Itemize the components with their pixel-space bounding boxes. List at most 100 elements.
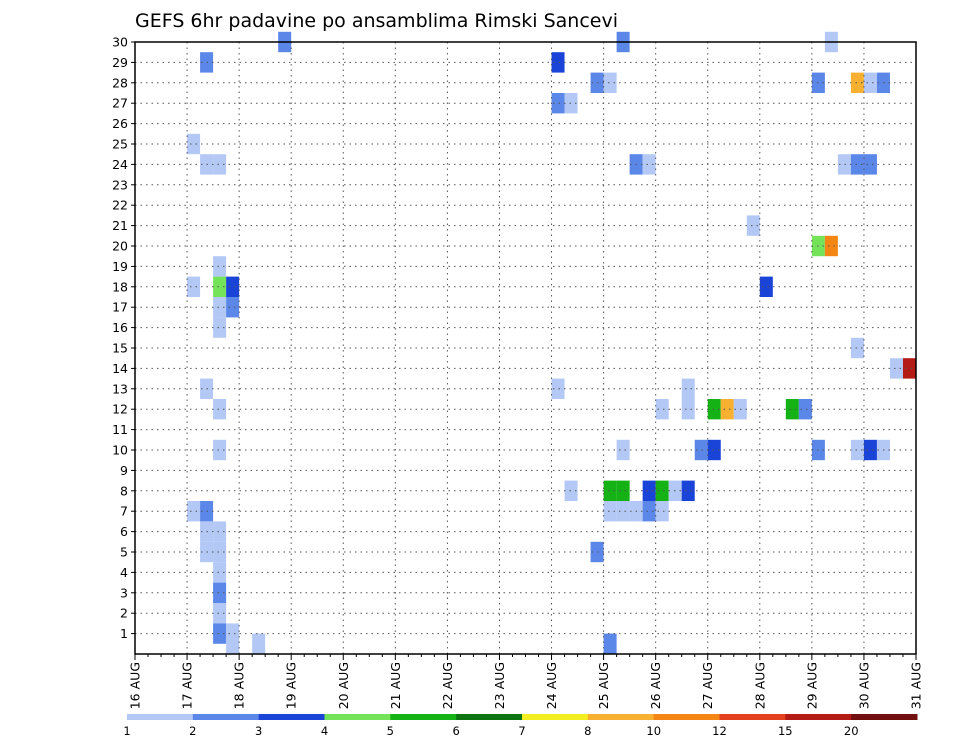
y-axis: 1234567891011121314151617181920212223242… xyxy=(112,35,135,641)
heatmap-cell xyxy=(694,439,708,461)
y-tick-label: 14 xyxy=(112,361,128,376)
heatmap-cell xyxy=(681,480,695,501)
heatmap-cell xyxy=(564,480,578,501)
x-tick-label: 28 AUG xyxy=(752,662,767,709)
heatmap-cell xyxy=(889,358,903,379)
heatmap-cell xyxy=(213,439,227,461)
colorbar-label: 2 xyxy=(189,724,196,738)
heatmap-cell xyxy=(850,154,864,175)
heatmap-cell xyxy=(226,276,240,297)
heatmap-cell xyxy=(603,480,617,501)
heatmap-cell xyxy=(213,297,227,318)
y-tick-label: 8 xyxy=(120,483,128,498)
heatmap-cell xyxy=(213,541,227,563)
colorbar-swatch xyxy=(719,714,786,720)
x-tick-label: 17 AUG xyxy=(180,662,195,709)
heatmap-cell xyxy=(720,399,734,420)
y-tick-label: 5 xyxy=(120,545,128,560)
heatmap-cell xyxy=(213,399,227,420)
y-tick-label: 28 xyxy=(112,75,128,90)
heatmap-cell xyxy=(642,501,656,522)
y-tick-label: 22 xyxy=(112,198,128,213)
colorbar-swatch xyxy=(522,714,589,720)
x-axis: 16 AUG 17 AUG 18 AUG 19 AUG 20 AUG 21 AUG 22 A… xyxy=(128,654,924,709)
heatmap-cell xyxy=(785,399,799,420)
colorbar-label: 7 xyxy=(518,724,525,738)
heatmap-cell xyxy=(759,276,773,297)
heatmap-cell xyxy=(850,337,864,359)
y-tick-label: 24 xyxy=(112,157,128,172)
y-tick-label: 1 xyxy=(120,626,128,641)
heatmap-cell xyxy=(213,276,227,297)
y-tick-label: 7 xyxy=(120,504,128,519)
x-tick-label: 18 AUG xyxy=(232,662,247,709)
heatmap-cell xyxy=(603,72,617,93)
y-tick-label: 12 xyxy=(112,402,128,417)
y-tick-label: 16 xyxy=(112,320,128,335)
y-tick-label: 2 xyxy=(120,606,128,621)
y-tick-label: 4 xyxy=(120,565,128,580)
colorbar-label: 6 xyxy=(453,724,460,738)
x-tick-label: 29 AUG xyxy=(804,662,819,709)
x-tick-label: 31 AUG xyxy=(909,662,924,709)
x-tick-label: 21 AUG xyxy=(388,662,403,709)
heatmap-cell xyxy=(616,480,630,501)
y-tick-label: 18 xyxy=(112,279,128,294)
x-tick-label: 16 AUG xyxy=(128,662,143,709)
heatmap-cell xyxy=(837,154,851,175)
colorbar-label: 3 xyxy=(255,724,262,738)
heatmap-cell xyxy=(551,52,565,73)
colorbar-swatch xyxy=(390,714,457,720)
colorbar-swatch xyxy=(324,714,391,720)
y-tick-label: 21 xyxy=(112,218,128,233)
x-tick-label: 30 AUG xyxy=(856,662,871,709)
y-tick-label: 11 xyxy=(112,422,128,437)
heatmap-cell xyxy=(798,399,812,420)
x-tick-label: 22 AUG xyxy=(440,662,455,709)
colorbar-label: 20 xyxy=(844,724,859,738)
heatmap-cell xyxy=(707,439,721,461)
y-tick-label: 17 xyxy=(112,300,128,315)
colorbar-label: 10 xyxy=(646,724,661,738)
heatmap-cell xyxy=(187,133,201,155)
heatmap-cell xyxy=(252,633,266,654)
heatmap-cell xyxy=(603,501,617,522)
heatmap-cell xyxy=(551,378,565,399)
colorbar-label: 4 xyxy=(321,724,328,738)
heatmap-cell xyxy=(213,623,227,644)
heatmap-cell xyxy=(863,439,877,461)
y-tick-label: 9 xyxy=(120,463,128,478)
y-tick-label: 25 xyxy=(112,137,128,152)
y-tick-label: 13 xyxy=(112,381,128,396)
heatmap-cell xyxy=(564,93,578,114)
colorbar: 1 2 3 4 5 6 7 8 10 12 15 20 xyxy=(123,714,918,738)
heatmap-cell xyxy=(213,317,227,338)
heatmap-cell xyxy=(213,256,227,277)
y-tick-label: 30 xyxy=(112,35,128,50)
heatmap-cell xyxy=(616,501,630,522)
heatmap-cell xyxy=(863,72,877,93)
heatmap-cell xyxy=(226,297,240,318)
heatmap-cell xyxy=(603,633,617,654)
colorbar-swatch xyxy=(192,714,260,720)
heatmap-cells xyxy=(187,31,916,654)
heatmap-cell xyxy=(655,480,669,501)
y-tick-label: 20 xyxy=(112,239,128,254)
heatmap-cell xyxy=(616,439,630,461)
y-tick-label: 23 xyxy=(112,177,128,192)
colorbar-label: 8 xyxy=(584,724,591,738)
x-tick-label: 26 AUG xyxy=(648,662,663,709)
heatmap-cell xyxy=(681,399,695,420)
grid-lines xyxy=(135,42,916,654)
heatmap-cell xyxy=(642,154,656,175)
colorbar-label: 12 xyxy=(712,724,727,738)
heatmap-cell xyxy=(655,501,669,522)
x-tick-label: 20 AUG xyxy=(336,662,351,709)
heatmap-cell xyxy=(187,276,201,297)
y-tick-label: 26 xyxy=(112,116,128,131)
heatmap-cell xyxy=(681,378,695,399)
colorbar-swatch xyxy=(587,714,655,720)
heatmap-cell xyxy=(655,399,669,420)
heatmap-cell xyxy=(824,235,838,257)
x-tick-label: 27 AUG xyxy=(700,662,715,709)
